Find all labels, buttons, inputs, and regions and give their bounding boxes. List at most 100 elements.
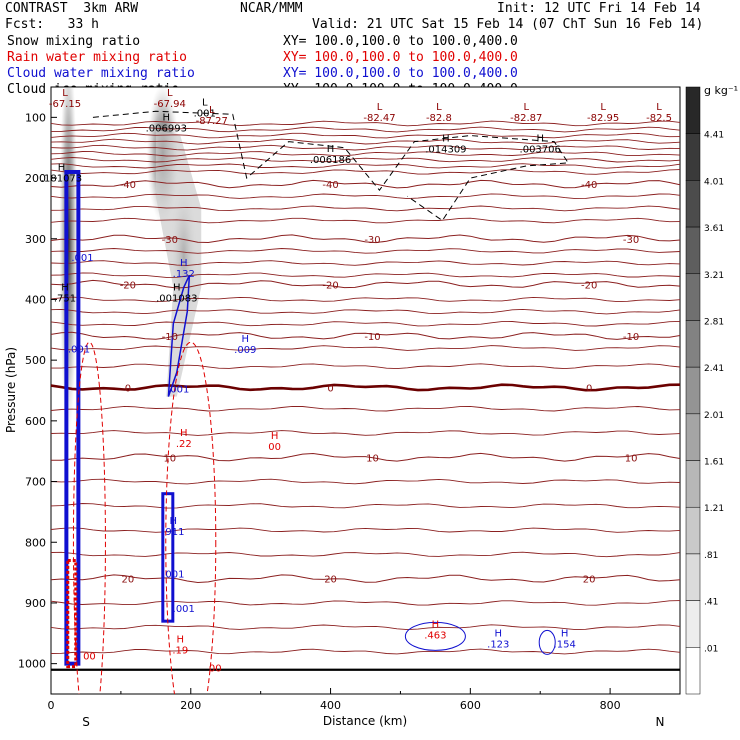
cloud-water-blob-1 xyxy=(404,621,466,651)
extremum-value: .001083 xyxy=(156,293,197,304)
legend-cloud-water-label: Cloud water mixing ratio xyxy=(7,66,195,81)
extremum-high: H xyxy=(536,134,544,145)
y-tick-label: 200 xyxy=(25,172,46,185)
x-tick-label: 400 xyxy=(320,699,341,712)
isotherm-label--20: -20 xyxy=(581,280,597,291)
extremum-value: .003706 xyxy=(520,145,561,156)
colorbar-label: 2.01 xyxy=(704,411,724,421)
colorbar-unit: g kg⁻¹ xyxy=(704,84,738,97)
isotherm-line xyxy=(51,345,680,351)
isotherm-line xyxy=(51,169,680,175)
colorbar-label: 2.81 xyxy=(704,317,724,327)
snow-shading xyxy=(59,87,202,439)
isotherm-label-10: 10 xyxy=(366,453,379,464)
isotherm-label--10: -10 xyxy=(162,332,178,343)
isotherm--30 xyxy=(51,234,680,244)
isotherm-label-0: 0 xyxy=(125,383,131,394)
isotherm-line xyxy=(51,320,680,327)
isotherm-label-0: 0 xyxy=(327,383,333,394)
snow-band-core xyxy=(169,176,198,337)
extremum-high: H xyxy=(170,516,178,527)
isotherm-label--10: -10 xyxy=(364,332,380,343)
colorbar-label: .01 xyxy=(704,644,718,654)
extremum-high: H xyxy=(561,628,569,639)
isotherm-line xyxy=(51,193,680,200)
y-tick-label: 700 xyxy=(25,476,46,489)
extremum-value: -67.94 xyxy=(154,99,186,110)
isotherm-label--30: -30 xyxy=(623,235,639,246)
isotherm-label-0: 0 xyxy=(586,383,592,394)
colorbar-label: .41 xyxy=(704,598,718,608)
isotherm-label--10: -10 xyxy=(623,332,639,343)
isotherm--20 xyxy=(51,279,680,289)
y-tick-label: 100 xyxy=(25,111,46,124)
colorbar-segment xyxy=(685,600,701,648)
isotherm-10 xyxy=(51,452,680,462)
extremum-value: .001 xyxy=(194,108,216,119)
extremum-value: -87.27 xyxy=(196,116,228,127)
extremum-value: .001 xyxy=(167,385,189,396)
extremum-low: L xyxy=(436,102,442,113)
x-tick-label: 600 xyxy=(460,699,481,712)
isotherm-line xyxy=(51,648,680,655)
isotherm-label-20: 20 xyxy=(122,575,135,586)
colorbar-segment xyxy=(685,647,701,695)
extremum-value: -82.5 xyxy=(646,113,672,124)
isotherm--40 xyxy=(51,179,680,189)
extremum-low: L xyxy=(167,88,173,99)
colorbar-segment xyxy=(685,226,701,275)
colorbar-label: .81 xyxy=(704,551,718,561)
extremum-low: L xyxy=(600,102,606,113)
isotherm-20 xyxy=(51,574,680,584)
legend-cloud-water-xy: XY= 100.0,100.0 to 100.0,400.0 xyxy=(283,66,518,81)
colorbar-segment xyxy=(685,133,701,181)
isotherm-label--30: -30 xyxy=(364,235,380,246)
isotherm-label-20: 20 xyxy=(324,575,337,586)
extremum-value: .006993 xyxy=(146,123,187,134)
extremum-high: H xyxy=(327,144,335,155)
isotherm-line xyxy=(51,624,680,631)
colorbar-segment xyxy=(685,86,701,134)
y-tick-label: 900 xyxy=(25,597,46,610)
extremum-value: .132 xyxy=(173,269,195,280)
colorbar-label: 3.61 xyxy=(704,224,724,234)
colorbar-segment xyxy=(685,320,701,368)
colorbar: 4.41 4.01 3.61 3.21 2.81 2.41 2.01 1.61 1.21 .81.… xyxy=(685,86,724,695)
extremum-high: H xyxy=(163,112,171,123)
extremum-high: H xyxy=(442,134,450,145)
isotherm-line xyxy=(51,217,680,224)
colorbar-segment xyxy=(685,180,701,228)
isotherm-label-20: 20 xyxy=(583,575,596,586)
isotherm-label-10: 10 xyxy=(625,453,638,464)
extremum-value: 00 xyxy=(83,652,96,663)
isotherm-line xyxy=(51,527,680,533)
extremum-value: .751 xyxy=(54,293,76,304)
rain-region-south xyxy=(72,341,106,694)
y-tick-label: 300 xyxy=(25,233,46,246)
y-tick-label: 800 xyxy=(25,536,46,549)
isotherm-line xyxy=(51,151,680,157)
extremum-value: -82.87 xyxy=(510,113,542,124)
extremum-low: L xyxy=(209,105,215,116)
extremum-value: .154 xyxy=(554,639,576,650)
extremum-value: .911 xyxy=(162,527,184,538)
extremum-value: .001 xyxy=(68,344,90,355)
extremum-value: .001 xyxy=(71,253,93,264)
extremum-value: 00 xyxy=(209,664,222,675)
extremum-value: -82.47 xyxy=(363,113,395,124)
x-tick-label: 200 xyxy=(180,699,201,712)
isotherm-label-10: 10 xyxy=(163,453,176,464)
isotherm-line xyxy=(51,308,680,315)
south-end-label: S xyxy=(82,715,90,729)
isotherm-line xyxy=(51,600,680,606)
rain-column xyxy=(66,558,78,669)
colorbar-label: 1.61 xyxy=(704,458,724,468)
extremum-low: L xyxy=(202,97,208,108)
extremum-value: .22 xyxy=(176,439,192,450)
extremum-low: L xyxy=(523,102,529,113)
extremum-value: .463 xyxy=(424,630,446,641)
legend-snow-label: Snow mixing ratio xyxy=(7,34,141,49)
cloud-water-band xyxy=(167,274,191,397)
isotherm-line xyxy=(51,132,680,139)
